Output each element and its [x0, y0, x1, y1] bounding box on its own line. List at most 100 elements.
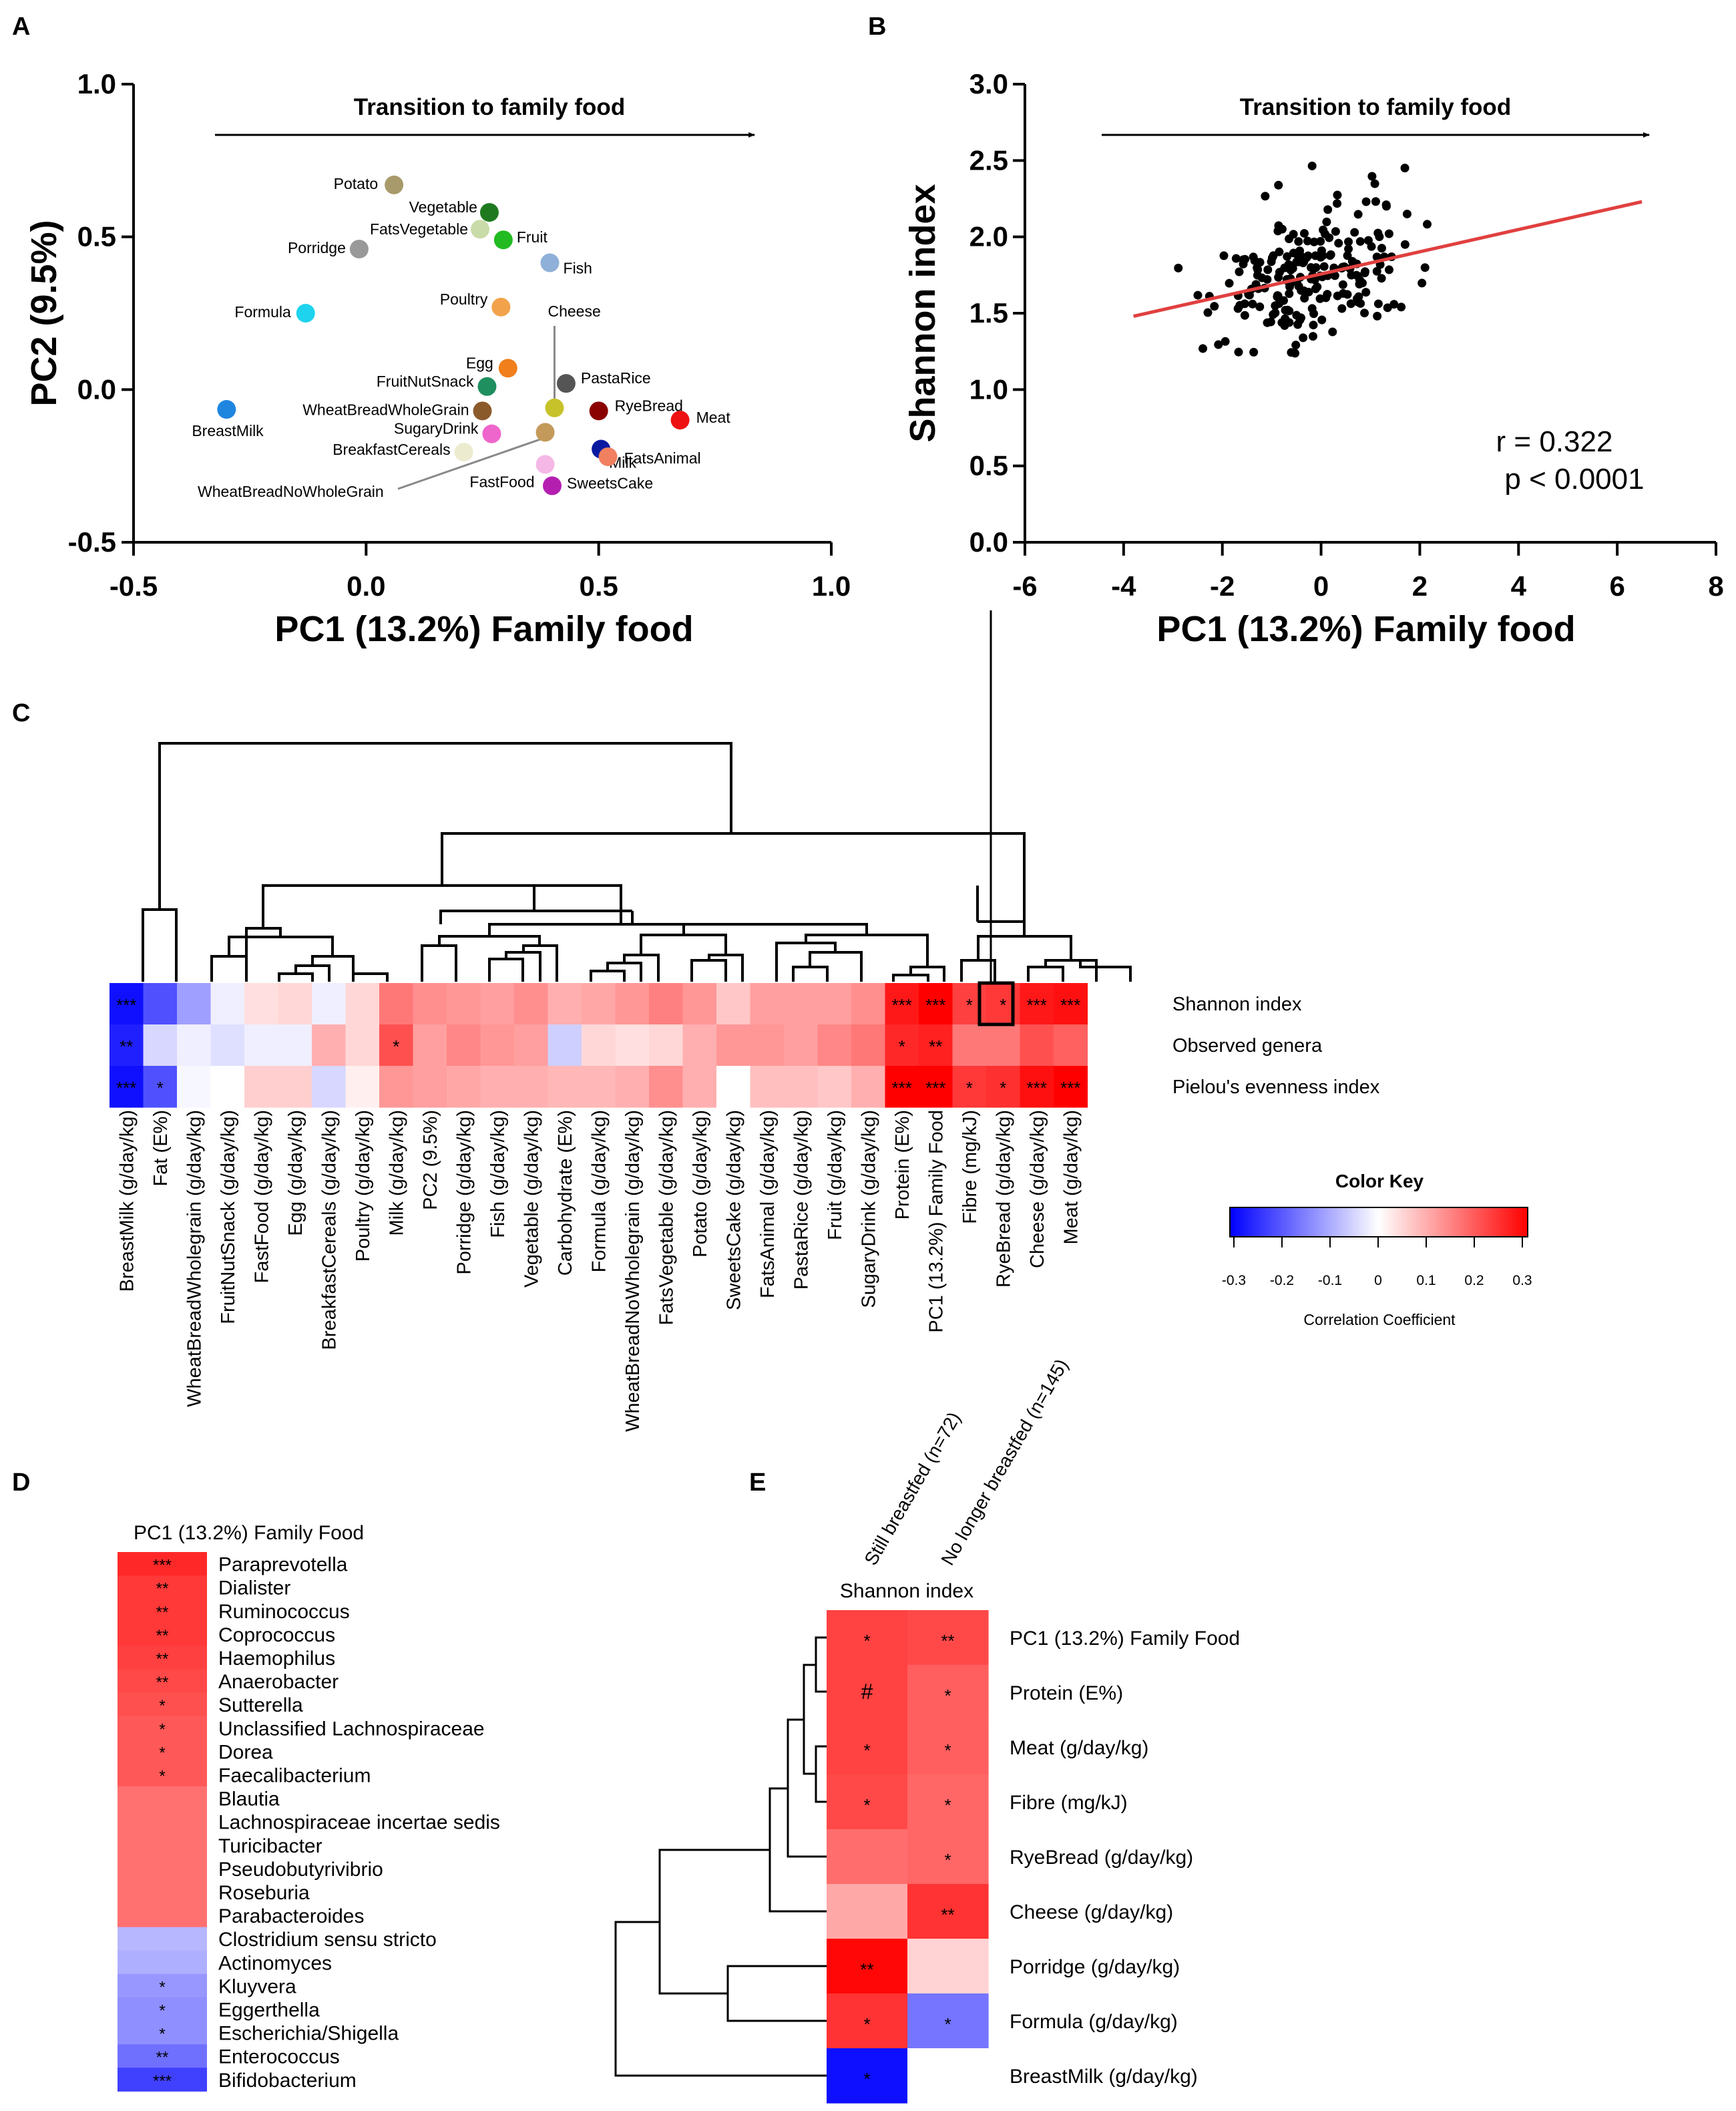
a-ytick-label: 1.0	[77, 68, 116, 100]
b-point	[1367, 172, 1377, 181]
b-point	[1381, 202, 1391, 211]
c-cell	[1054, 1066, 1088, 1108]
b-point	[1333, 190, 1342, 200]
c-cell	[615, 1066, 650, 1108]
b-point	[1308, 332, 1317, 341]
d-cell	[118, 1810, 207, 1834]
b-point	[1343, 251, 1352, 260]
d-row-label: Dialister	[218, 1577, 290, 1599]
b-point	[1298, 254, 1307, 263]
b-point	[1319, 262, 1329, 271]
c-column-label: PC2 (9.5%)	[420, 1110, 441, 1210]
panel-label-d: D	[12, 1469, 30, 1497]
d-row-label: Blautia	[218, 1788, 280, 1810]
c-column-label: Meat (g/day/kg)	[1060, 1110, 1082, 1244]
c-cell-star: ***	[116, 1078, 136, 1098]
c-cell	[110, 1024, 144, 1067]
e-cell	[827, 1665, 908, 1720]
panel-a-leader-lines	[397, 326, 556, 490]
panel-a-x-axis-title: PC1 (13.2%) Family food	[274, 609, 693, 649]
b-point	[1375, 232, 1384, 241]
b-ytick-label: 0.0	[969, 526, 1008, 558]
b-point	[1283, 252, 1292, 261]
b-point	[1269, 251, 1278, 260]
c-cell	[716, 983, 751, 1025]
d-cell-star: ***	[153, 2072, 172, 2090]
b-point	[1372, 266, 1381, 276]
b-point	[1281, 314, 1290, 323]
b-xtick-label: 0	[1313, 570, 1329, 602]
c-cell	[548, 1066, 582, 1108]
c-cell-star: *	[157, 1078, 164, 1098]
d-cell	[118, 1599, 207, 1623]
a-point-label: BreastMilk	[192, 422, 264, 439]
e-cell-star: *	[863, 2014, 870, 2034]
c-cell	[177, 983, 212, 1025]
c-cell	[851, 1066, 886, 1108]
a-point-label: Fruit	[517, 228, 548, 246]
panel-a-x-ticks: -0.5 0.0 0.5 1.0	[110, 542, 851, 602]
d-cell-star: *	[159, 1720, 165, 1738]
d-row-label: Escherichia/Shigella	[218, 2023, 399, 2045]
c-cell	[1054, 1024, 1088, 1067]
e-cell	[907, 1884, 989, 1939]
c-cell	[447, 983, 481, 1025]
d-row-label: Parabacteroides	[218, 1905, 364, 1927]
b-point	[1373, 299, 1383, 309]
c-column-label: RyeBread (g/day/kg)	[993, 1110, 1014, 1288]
b-point	[1343, 290, 1352, 299]
d-cell-star: **	[156, 2049, 169, 2067]
b-xtick-label: -4	[1111, 570, 1136, 602]
c-cell	[413, 1024, 447, 1067]
e-cell	[907, 1939, 989, 1994]
e-row-label: RyeBread (g/day/kg)	[1010, 1847, 1193, 1869]
a-point	[540, 253, 560, 272]
panel-e-row-labels: PC1 (13.2%) Family Food Protein (E%) Meat …	[1010, 1627, 1240, 2088]
b-point	[1326, 250, 1335, 259]
c-cell	[817, 1066, 852, 1108]
b-point	[1210, 302, 1219, 311]
d-cell	[118, 1716, 207, 1740]
b-point	[1309, 321, 1318, 330]
panel-d-heatmap: PC1 (13.2%) Family Food ****************…	[118, 1522, 500, 2092]
e-cell-star: *	[944, 1740, 951, 1760]
e-row-label: Fibre (mg/kJ)	[1010, 1792, 1128, 1814]
c-cell-star: **	[120, 1036, 133, 1057]
c-cell	[952, 1024, 987, 1067]
b-point	[1309, 237, 1319, 246]
b-point	[1300, 294, 1309, 303]
c-cell	[952, 1066, 987, 1108]
panel-b-x-ticks: -6 -4 -2 0 2 4 6 8	[1012, 542, 1724, 602]
e-cell-star: *	[863, 2069, 870, 2089]
b-point	[1234, 347, 1243, 357]
c-cell	[413, 1066, 447, 1108]
c-cell	[210, 1024, 245, 1067]
b-point	[1333, 199, 1342, 208]
c-cell-star: ***	[1027, 995, 1047, 1015]
e-cell	[827, 1720, 908, 1775]
b-point	[1245, 291, 1254, 300]
c-cell-star: ***	[116, 995, 136, 1015]
a-xtick-label: -0.5	[110, 570, 158, 602]
b-xtick-label: -6	[1012, 570, 1037, 602]
ck-tick-label: -0.3	[1222, 1273, 1246, 1288]
a-ytick-label: 0.5	[77, 221, 116, 252]
c-column-label: Poultry (g/day/kg)	[353, 1110, 374, 1262]
b-point	[1317, 246, 1326, 255]
c-cell	[649, 1024, 684, 1067]
panel-b-x-axis-title: PC1 (13.2%) Family food	[1156, 609, 1575, 649]
b-point	[1239, 255, 1248, 264]
c-column-label: Cheese (g/day/kg)	[1027, 1110, 1048, 1268]
c-row-label: Pielou's evenness index	[1172, 1077, 1380, 1098]
b-point	[1306, 263, 1315, 272]
c-column-label: PastaRice (g/day/kg)	[791, 1110, 812, 1290]
c-cell-star: ***	[925, 995, 945, 1015]
a-point-label: Potato	[334, 175, 379, 192]
e-row-label: BreastMilk (g/day/kg)	[1010, 2066, 1198, 2088]
b-point	[1322, 217, 1331, 226]
panel-b-stat-r: r = 0.322	[1496, 425, 1613, 458]
panel-label-c: C	[12, 699, 30, 727]
a-point	[471, 220, 490, 239]
a-point-label: PastaRice	[581, 369, 651, 387]
b-point	[1389, 300, 1399, 309]
